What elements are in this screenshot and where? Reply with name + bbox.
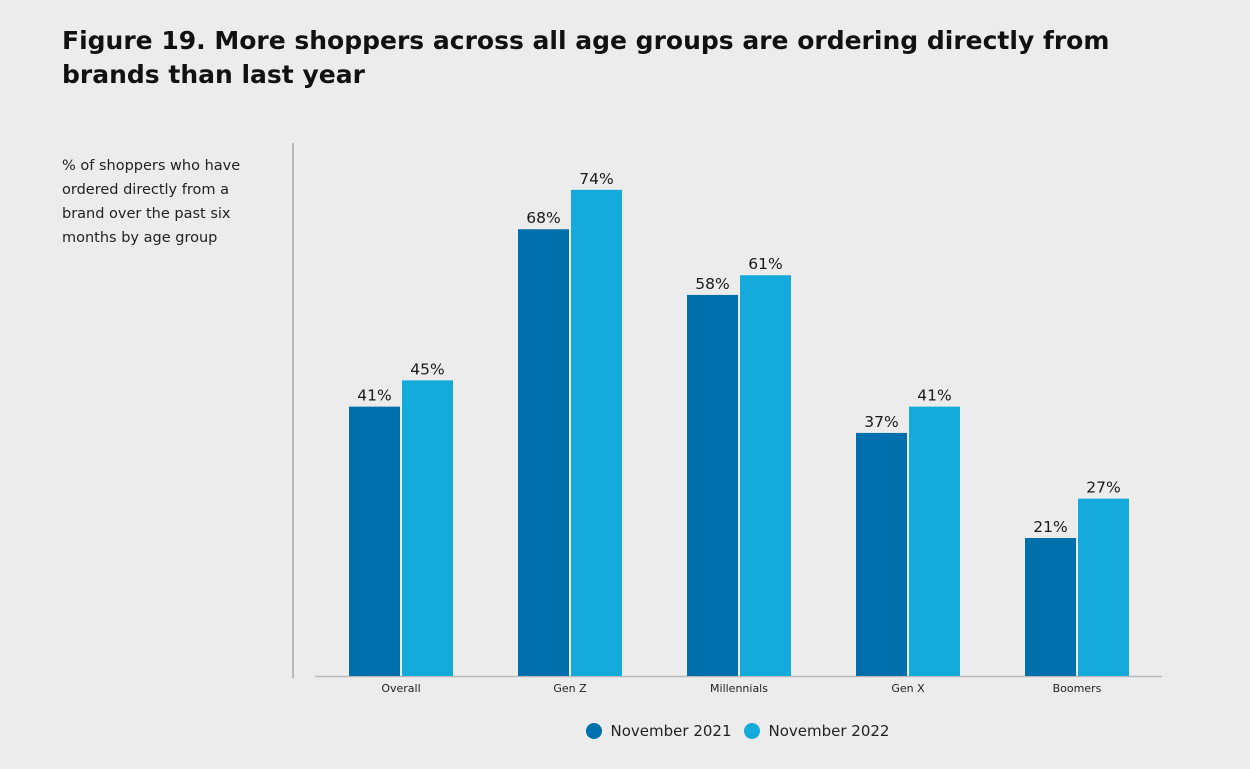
vertical-divider — [292, 143, 294, 678]
data-label-boomers-november-2022: 27% — [1086, 479, 1120, 497]
bar-millennials-november-2021 — [687, 294, 738, 676]
legend-label-november-2021: November 2021 — [610, 722, 732, 740]
data-label-gen-x-november-2022: 41% — [917, 387, 951, 405]
x-tick-label-gen-z: Gen Z — [553, 682, 587, 695]
data-label-millennials-november-2022: 61% — [748, 255, 782, 273]
data-label-overall-november-2021: 41% — [357, 387, 391, 405]
data-label-overall-november-2022: 45% — [410, 360, 444, 378]
data-label-millennials-november-2021: 58% — [695, 275, 729, 293]
legend: November 2021 November 2022 — [0, 722, 1250, 740]
legend-label-november-2022: November 2022 — [768, 722, 890, 740]
data-label-gen-z-november-2021: 68% — [526, 209, 560, 227]
legend-item-november-2021: November 2021 — [585, 722, 732, 740]
bar-overall-november-2021 — [349, 406, 400, 676]
x-tick-label-overall: Overall — [381, 682, 420, 695]
data-label-gen-x-november-2021: 37% — [864, 413, 898, 431]
bar-gen-x-november-2022 — [909, 406, 960, 676]
bar-millennials-november-2022 — [740, 275, 791, 676]
x-tick-label-gen-x: Gen X — [891, 682, 925, 695]
bar-gen-z-november-2022 — [571, 189, 622, 676]
bar-boomers-november-2021 — [1025, 538, 1076, 676]
bar-gen-x-november-2021 — [856, 432, 907, 676]
x-tick-label-millennials: Millennials — [710, 682, 768, 695]
data-label-gen-z-november-2022: 74% — [579, 170, 613, 188]
bar-overall-november-2022 — [402, 380, 453, 676]
chart-title: Figure 19. More shoppers across all age … — [62, 26, 1110, 89]
x-tick-label-boomers: Boomers — [1053, 682, 1102, 695]
bar-gen-z-november-2021 — [518, 229, 569, 677]
data-label-boomers-november-2021: 21% — [1033, 518, 1067, 536]
bar-boomers-november-2022 — [1078, 498, 1129, 676]
legend-item-november-2022: November 2022 — [743, 722, 890, 740]
legend-swatch-november-2021 — [585, 723, 602, 739]
y-axis-description: % of shoppers who have ordered directly … — [62, 158, 241, 246]
legend-swatch-november-2022 — [743, 723, 760, 739]
